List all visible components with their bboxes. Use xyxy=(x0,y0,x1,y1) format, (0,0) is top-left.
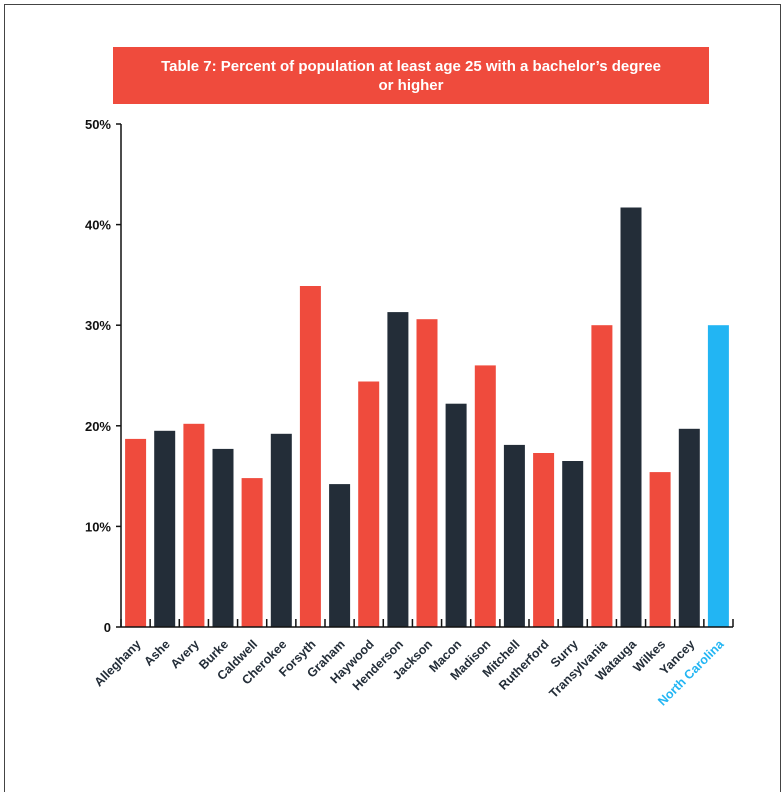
chart-title: Table 7: Percent of population at least … xyxy=(113,47,709,104)
bar xyxy=(591,325,613,627)
bar xyxy=(474,365,496,627)
bar xyxy=(329,484,351,627)
bar xyxy=(270,433,292,627)
bar xyxy=(299,286,321,627)
x-tick-label: Avery xyxy=(168,637,202,671)
y-tick-label: 40% xyxy=(85,218,111,233)
bar xyxy=(241,478,263,627)
bar xyxy=(183,423,205,627)
bar xyxy=(620,207,642,627)
x-tick-label: Alleghany xyxy=(92,637,144,689)
category-labels: AlleghanyAsheAveryBurkeCaldwellCherokeeF… xyxy=(92,636,728,708)
chart-frame xyxy=(4,4,781,792)
bar xyxy=(154,430,176,627)
bar xyxy=(707,325,729,627)
y-tick-label: 10% xyxy=(85,519,111,534)
bar xyxy=(416,319,438,627)
y-axis: 0 10% 20% 30% 40% 50% xyxy=(85,117,122,635)
bar xyxy=(445,403,467,627)
bar xyxy=(212,448,234,627)
y-tick-label: 30% xyxy=(85,318,111,333)
bar xyxy=(387,312,409,627)
bar xyxy=(678,428,700,627)
x-axis xyxy=(120,619,734,628)
y-tick-label: 20% xyxy=(85,419,111,434)
bar xyxy=(533,453,555,627)
bar xyxy=(503,444,525,627)
bar xyxy=(358,381,380,627)
x-tick-label: Ashe xyxy=(141,637,173,669)
y-tick-label: 0 xyxy=(104,620,111,635)
y-tick-label: 50% xyxy=(85,117,111,132)
bars xyxy=(125,207,729,627)
bar xyxy=(649,472,671,627)
bar xyxy=(562,461,584,627)
bar xyxy=(125,438,147,627)
